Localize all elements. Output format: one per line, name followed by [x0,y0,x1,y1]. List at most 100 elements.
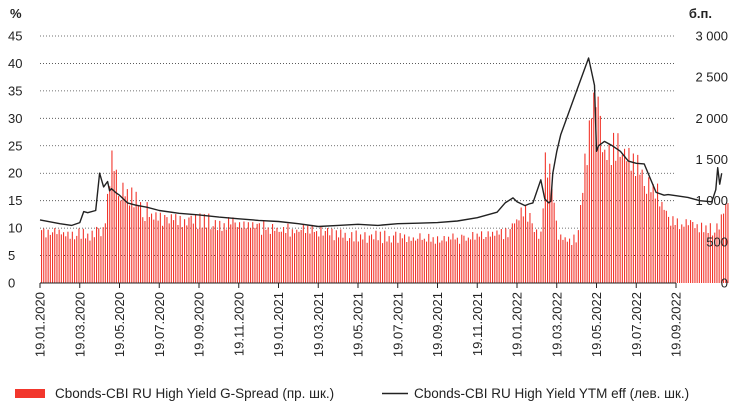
spread-bar [100,236,102,283]
spread-bar [505,228,507,283]
spread-bar [485,237,487,283]
left-tick-label: 30 [8,111,22,126]
spread-bar [439,242,441,283]
spread-bar [91,230,93,283]
spread-bar [192,223,194,283]
spread-bar [89,240,91,283]
spread-bar [151,213,153,283]
spread-bar [417,238,419,283]
spread-bar [520,207,522,283]
spread-bar [566,241,568,283]
spread-bar [340,229,342,283]
spread-bar [610,165,612,283]
spread-bar [96,226,98,283]
spread-bar [404,234,406,283]
spread-bar [320,226,322,283]
spread-bar [234,222,236,283]
spread-bar [690,220,692,283]
spread-bar [124,196,126,283]
spread-bar [184,219,186,283]
spread-bar [155,212,157,283]
spread-bar [115,169,117,283]
spread-bar [399,233,401,283]
spread-bar [212,226,214,283]
left-tick-label: 0 [8,276,15,291]
spread-bar [186,225,188,283]
spread-bar [564,237,566,283]
x-tick-label: 19.09.2022 [669,292,684,357]
spread-bar [230,224,232,283]
spread-bar [129,205,131,283]
spread-bar [459,243,461,283]
spread-bar [562,239,564,283]
spread-bar [267,227,269,283]
spread-bar [727,203,729,283]
spread-bar [188,217,190,283]
spread-bar [573,234,575,283]
spread-bar [159,212,161,283]
spread-bar [232,217,234,283]
ytm-line [39,57,723,228]
x-axis: 19.01.2020 19.03.2020 19.05.2020 19.07.2020… [33,283,684,357]
spread-bar [386,241,388,283]
left-tick-label: 35 [8,83,22,98]
spread-bar [423,238,425,283]
spread-bar [406,242,408,283]
spread-bar [307,225,309,283]
spread-bar [665,210,667,283]
spread-bar [269,233,271,283]
spread-bar [140,202,142,283]
spread-bar [162,225,164,283]
spread-bar [168,223,170,283]
spread-bar [335,230,337,283]
spread-bar [448,236,450,283]
spread-bar [408,236,410,283]
spread-bar [558,239,560,283]
legend-swatch-spread [15,389,45,398]
spread-bar [166,217,168,283]
spread-bar [137,205,139,283]
spread-bar [78,228,80,283]
spread-bar [190,215,192,283]
spread-bar [522,216,524,283]
spread-bar [496,230,498,283]
spread-bar [639,174,641,283]
spread-bar [252,222,254,283]
spread-bar [278,231,280,283]
spread-bar [483,239,485,283]
spread-bar [723,213,725,283]
spread-bar [250,228,252,283]
x-tick-label: 19.01.2020 [33,292,48,357]
x-tick-label: 19.07.2020 [152,292,167,357]
right-axis: 3 000 2 500 2 000 1 500 1 000 500 0 [695,29,728,291]
spread-bar [661,201,663,283]
spread-bar [157,220,159,283]
left-tick-label: 5 [8,248,15,263]
spread-bar [705,225,707,283]
left-axis: 45 40 35 30 25 20 15 10 5 0 [8,29,22,291]
spread-bar [511,223,513,283]
right-tick-label: 3 000 [695,29,728,44]
x-tick-label: 19.09.2021 [430,292,445,357]
spread-bar [613,132,615,283]
spread-bar [518,220,520,283]
left-tick-label: 15 [8,193,22,208]
spread-bar [415,240,417,283]
x-tick-label: 19.03.2020 [72,292,87,357]
spread-bar [553,202,555,283]
spread-bar [701,222,703,283]
spread-bar [203,214,205,283]
spread-bar [492,231,494,283]
spread-bar [342,237,344,283]
spread-bar [221,230,223,283]
spread-bar [351,232,353,283]
spread-bar [654,198,656,283]
spread-bar [102,227,104,283]
left-tick-label: 10 [8,221,22,236]
spread-bar [373,239,375,283]
spread-bar [85,238,87,283]
spread-bar [355,230,357,283]
spread-bar [179,215,181,283]
spread-bar [476,233,478,283]
spread-bar [437,236,439,283]
